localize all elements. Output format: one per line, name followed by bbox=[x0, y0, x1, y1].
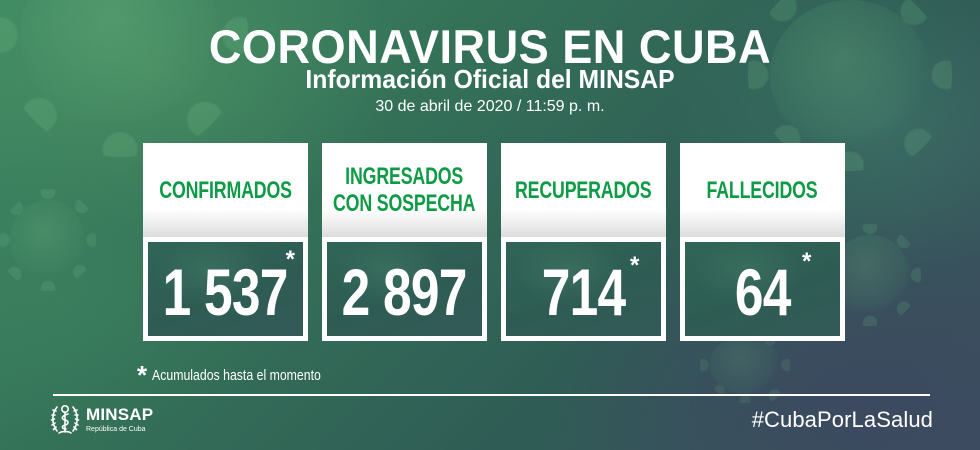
asterisk-marker: * bbox=[630, 252, 640, 279]
card-value-box: 2 897 bbox=[325, 240, 484, 338]
card-value-box: 714 * bbox=[504, 240, 663, 338]
asterisk-marker: * bbox=[802, 248, 812, 275]
asterisk-marker: * bbox=[285, 246, 295, 273]
card-label: CONFIRMADOS bbox=[159, 176, 292, 204]
deaths-count: 64 bbox=[734, 255, 791, 329]
logo-subtitle: República de Cuba bbox=[86, 426, 146, 433]
suspected-count: 2 897 bbox=[342, 255, 468, 329]
card-label-line: CON SOSPECHA bbox=[333, 190, 476, 217]
logo-text: MINSAP República de Cuba bbox=[86, 406, 153, 434]
stat-card-recuperados: RECUPERADOS 714 * bbox=[501, 143, 666, 341]
card-header: RECUPERADOS bbox=[501, 143, 666, 237]
logo-name: MINSAP bbox=[86, 405, 154, 424]
asterisk-marker: * bbox=[137, 360, 148, 390]
stat-card-fallecidos: FALLECIDOS 64 * bbox=[680, 143, 845, 341]
stat-card-confirmados: CONFIRMADOS 1 537 * bbox=[143, 143, 308, 341]
footer-divider bbox=[53, 394, 930, 396]
virus-illustration bbox=[0, 188, 96, 292]
card-header: CONFIRMADOS bbox=[143, 143, 308, 237]
stat-card-ingresados: INGRESADOS CON SOSPECHA 2 897 bbox=[322, 143, 487, 341]
card-header: FALLECIDOS bbox=[680, 143, 845, 237]
confirmed-count: 1 537 bbox=[163, 255, 289, 329]
virus-illustration bbox=[700, 326, 790, 404]
page-title: CORONAVIRUS EN CUBA bbox=[208, 20, 772, 73]
page-subtitle: Información Oficial del MINSAP bbox=[305, 64, 675, 94]
report-date: 30 de abril de 2020 / 11:59 p. m. bbox=[375, 98, 605, 115]
card-header: INGRESADOS CON SOSPECHA bbox=[322, 143, 487, 237]
footnote-text: Acumulados hasta el momento bbox=[152, 367, 322, 384]
card-value-box: 1 537 * bbox=[146, 240, 305, 338]
card-label: FALLECIDOS bbox=[706, 176, 818, 204]
minsap-logo: MINSAP República de Cuba bbox=[48, 403, 153, 437]
recovered-count: 714 bbox=[541, 255, 626, 329]
card-label: INGRESADOS CON SOSPECHA bbox=[333, 163, 475, 217]
hashtag: #CubaPorLaSalud bbox=[751, 407, 933, 432]
footnote: * Acumulados hasta el momento bbox=[137, 360, 358, 390]
card-label-line: INGRESADOS bbox=[345, 163, 464, 190]
minsap-emblem-icon bbox=[50, 404, 80, 434]
card-label: RECUPERADOS bbox=[515, 176, 652, 204]
card-value-box: 64 * bbox=[683, 240, 842, 338]
